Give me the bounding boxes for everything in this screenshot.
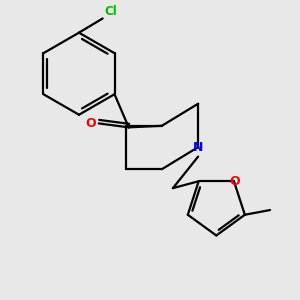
Text: N: N [193,141,203,154]
Text: O: O [230,175,240,188]
Text: Cl: Cl [104,5,117,18]
Text: O: O [85,117,96,130]
